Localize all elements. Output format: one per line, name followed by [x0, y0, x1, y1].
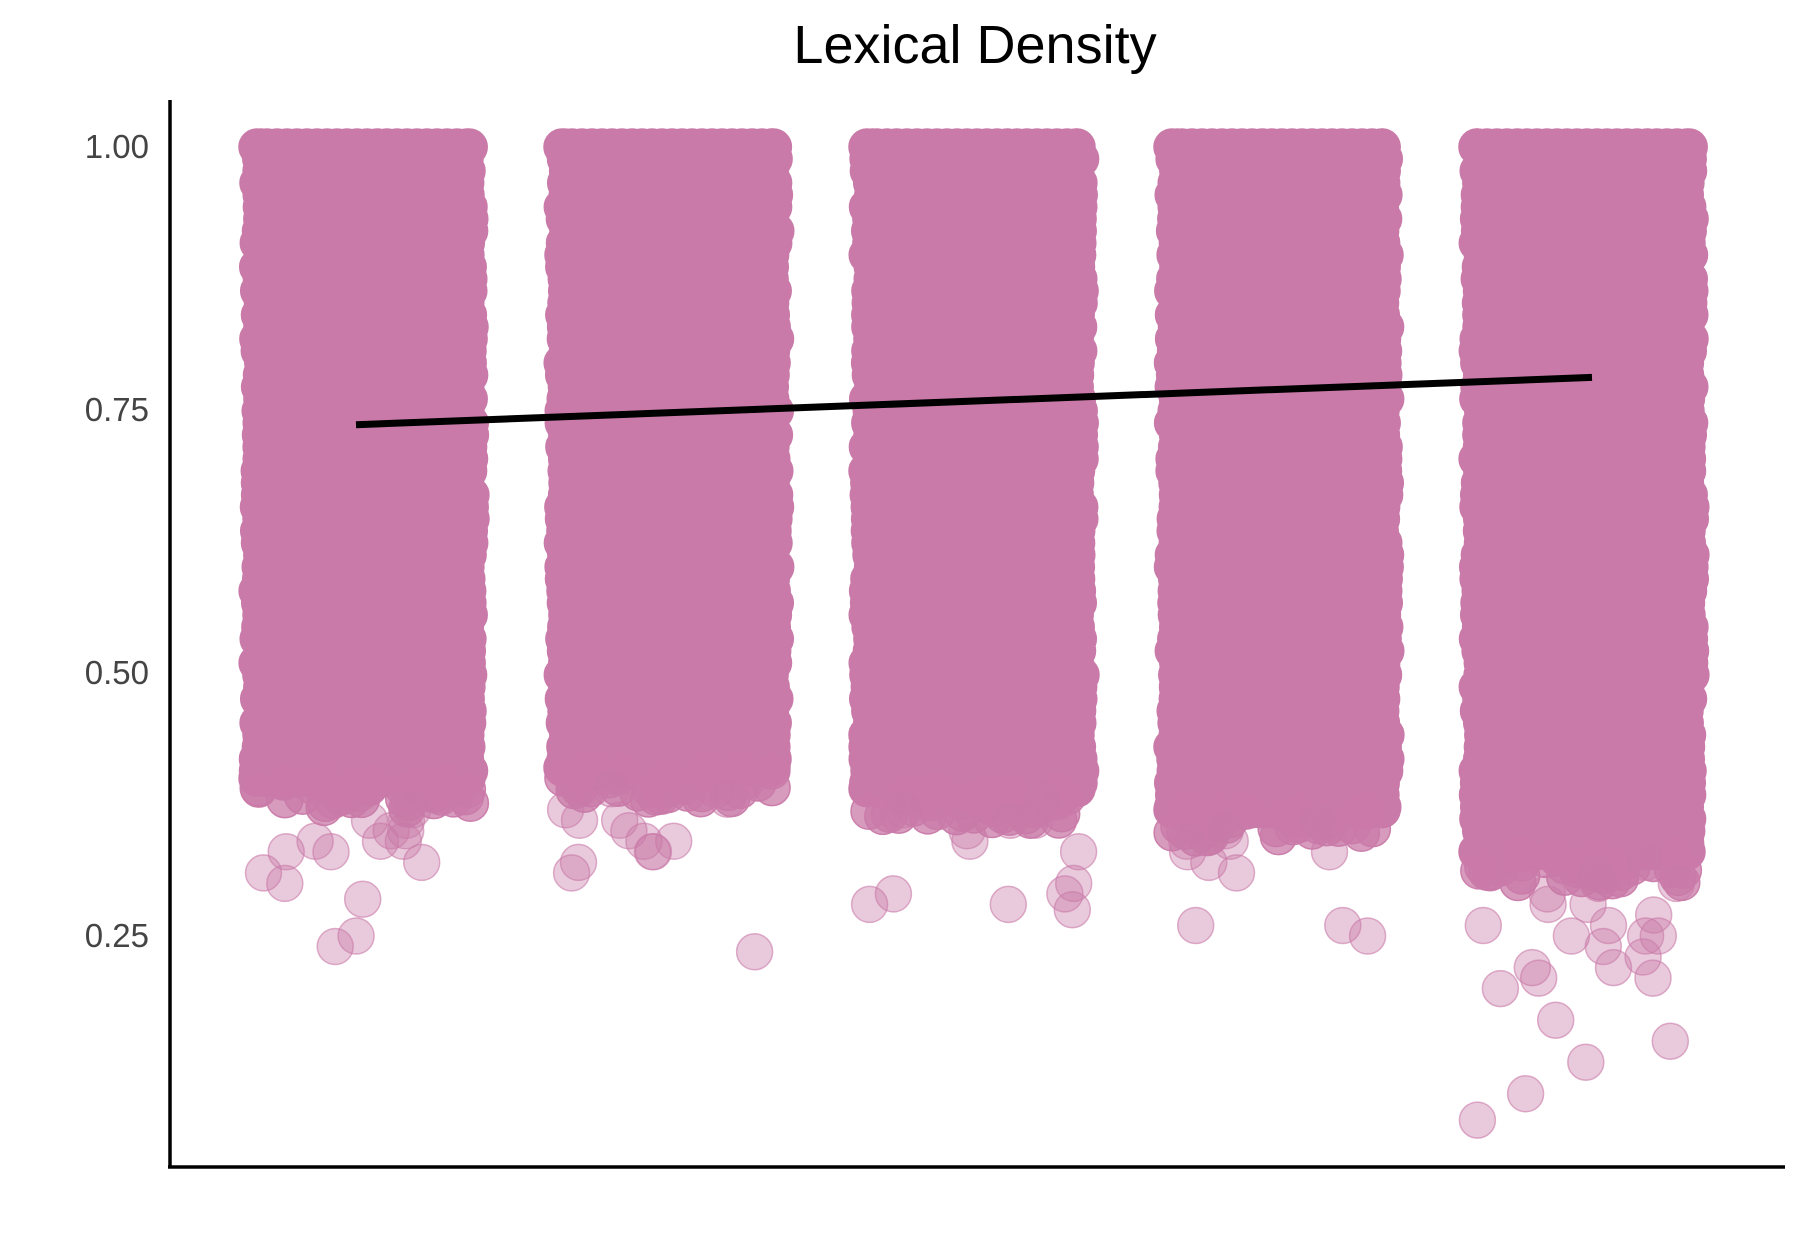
outlier-point	[989, 885, 1028, 924]
outlier-point	[266, 864, 304, 903]
outlier-point	[312, 833, 350, 871]
outlier-point	[1594, 948, 1633, 987]
outlier-point	[885, 791, 923, 829]
outlier-point	[592, 769, 631, 808]
outlier-point	[1584, 927, 1623, 966]
outlier-point	[874, 875, 913, 913]
outlier-point	[1569, 885, 1607, 924]
data-point	[1655, 835, 1694, 874]
outlier-point	[386, 812, 425, 850]
data-point	[1503, 844, 1541, 882]
outlier-point	[1059, 833, 1098, 871]
outlier-point	[1519, 959, 1558, 997]
y-tick-label: 0.50	[85, 654, 149, 691]
outlier-point	[654, 822, 693, 861]
data-point	[572, 749, 610, 787]
outlier-point	[1168, 833, 1207, 871]
outlier-point	[1634, 959, 1672, 997]
data-point	[683, 774, 721, 813]
dense-point-band	[562, 151, 776, 764]
data-point	[413, 769, 452, 807]
outlier-point	[372, 812, 410, 850]
outlier-point	[1529, 885, 1567, 924]
y-tick-label: 1.00	[85, 128, 149, 165]
outlier-point	[350, 801, 389, 840]
outlier-point	[1506, 1075, 1545, 1113]
data-point	[1259, 817, 1298, 856]
outlier-point	[316, 927, 354, 966]
outlier-point	[1536, 1001, 1575, 1039]
outlier-point	[708, 780, 747, 818]
outlier-point	[1206, 812, 1244, 850]
outlier-point	[1626, 917, 1665, 955]
outlier-point	[1639, 917, 1678, 955]
outlier-point	[1552, 917, 1591, 955]
outlier-point	[1481, 969, 1520, 1008]
data-point	[1167, 791, 1205, 829]
data-point	[446, 777, 485, 816]
outlier-point	[559, 843, 598, 882]
outlier-point	[1657, 864, 1696, 903]
trend-line	[355, 373, 1593, 429]
scatter-points	[238, 128, 1710, 1139]
data-point	[291, 766, 330, 805]
outlier-point	[244, 854, 283, 892]
data-point	[850, 792, 888, 831]
outlier-point	[1310, 833, 1349, 871]
dense-point-band	[1477, 151, 1691, 848]
outlier-point	[560, 801, 599, 840]
data-point	[918, 792, 957, 831]
y-tick-labels: 0.25 0.50 0.75 1.00	[85, 128, 149, 954]
outlier-point	[1626, 843, 1664, 882]
outlier-point	[1176, 906, 1215, 945]
dense-point-band	[257, 151, 471, 775]
outlier-point	[552, 854, 591, 892]
outlier-point	[1053, 890, 1092, 929]
data-point	[350, 768, 388, 807]
outlier-point	[1023, 780, 1061, 818]
outlier-point	[1348, 917, 1387, 955]
data-point	[1460, 852, 1498, 890]
data-point	[1342, 814, 1381, 853]
outlier-point	[951, 822, 989, 861]
outlier-point	[1324, 906, 1362, 945]
outlier-point	[361, 822, 400, 861]
outlier-point	[634, 833, 673, 871]
outlier-point	[402, 843, 441, 882]
data-point	[993, 773, 1031, 812]
dense-point-band	[1172, 151, 1386, 806]
outlier-point	[1624, 938, 1662, 976]
outlier-point	[1298, 801, 1337, 840]
y-tick-label: 0.75	[85, 391, 149, 428]
outlier-point	[735, 933, 774, 971]
data-point	[1538, 839, 1576, 877]
outlier-point	[337, 917, 375, 955]
data-point	[646, 755, 684, 794]
outlier-point	[1016, 801, 1054, 840]
y-tick-label: 0.25	[85, 917, 149, 954]
chart-title: Lexical Density	[793, 15, 1156, 75]
outlier-point	[1211, 822, 1249, 861]
outlier-point	[1528, 875, 1567, 913]
outlier-point	[1464, 906, 1503, 945]
outlier-point	[1579, 864, 1618, 903]
outlier-point	[850, 885, 889, 924]
data-point	[1310, 804, 1349, 843]
outlier-point	[1217, 854, 1256, 892]
data-point	[954, 779, 993, 818]
outlier-point	[1651, 1022, 1690, 1060]
outlier-point	[1513, 948, 1552, 987]
dense-point-band	[867, 151, 1081, 785]
outlier-point	[343, 880, 382, 918]
outlier-point	[1567, 1043, 1605, 1081]
outlier-point	[1458, 1101, 1497, 1139]
data-point	[739, 764, 777, 802]
